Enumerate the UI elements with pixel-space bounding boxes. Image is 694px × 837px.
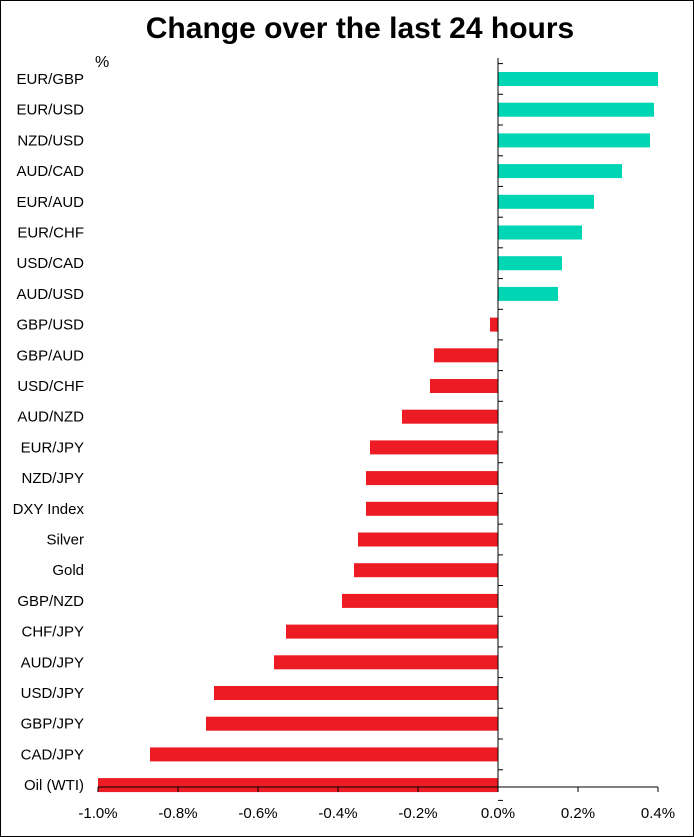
category-label: AUD/JPY xyxy=(21,654,84,671)
bar-eur-aud xyxy=(498,194,594,209)
axes-group: -1.0% -0.8% -0.6% -0.4% -0.2% 0.0% 0.2% 0.4% xyxy=(78,58,675,822)
category-label: NZD/JPY xyxy=(21,470,84,487)
category-label: Oil (WTI) xyxy=(24,777,84,794)
category-label: GBP/NZD xyxy=(17,593,84,610)
bar-eur-chf xyxy=(498,225,582,240)
bar-usd-chf xyxy=(430,379,498,393)
bar-cad-jpy xyxy=(150,747,498,762)
bar-usd-cad xyxy=(498,256,562,271)
bar-eur-usd xyxy=(498,102,654,117)
bar-silver xyxy=(358,532,498,547)
bar-dxy-index xyxy=(366,501,498,516)
bar-gbp-jpy xyxy=(206,716,498,731)
bar-oil-wti xyxy=(98,778,498,793)
category-label: CAD/JPY xyxy=(21,746,84,763)
category-label: USD/CHF xyxy=(17,378,84,395)
x-tick-label: 0.0% xyxy=(481,805,515,822)
x-tick-label: -0.4% xyxy=(318,805,357,822)
bar-usd-jpy xyxy=(214,686,498,700)
category-label: USD/CAD xyxy=(16,255,84,272)
x-tick-label: 0.2% xyxy=(561,805,595,822)
category-labels: EUR/GBP EUR/USD NZD/USD AUD/CAD EUR/AUD EUR/C… xyxy=(13,71,85,794)
category-label: GBP/JPY xyxy=(21,716,84,733)
category-label: NZD/USD xyxy=(17,132,84,149)
bar-eur-gbp xyxy=(498,72,658,86)
bar-gbp-nzd xyxy=(342,593,498,608)
category-label: EUR/GBP xyxy=(16,71,84,88)
category-label: EUR/CHF xyxy=(17,225,84,242)
chart-title: Change over the last 24 hours xyxy=(146,12,574,45)
category-label: AUD/USD xyxy=(16,286,84,303)
bar-aud-cad xyxy=(498,164,622,179)
x-tick-label: -0.2% xyxy=(398,805,437,822)
category-label: EUR/USD xyxy=(16,102,84,119)
bar-gold xyxy=(354,563,498,578)
bar-gbp-aud xyxy=(434,348,498,363)
bar-chf-jpy xyxy=(286,624,498,639)
bar-nzd-jpy xyxy=(366,471,498,486)
x-tick-label: -0.8% xyxy=(158,805,197,822)
unit-label: % xyxy=(95,54,109,71)
bar-aud-usd xyxy=(498,286,558,301)
x-tick-label: -1.0% xyxy=(78,805,117,822)
bar-nzd-usd xyxy=(498,133,650,148)
category-label: USD/JPY xyxy=(21,685,84,702)
category-label: AUD/CAD xyxy=(16,163,84,180)
x-tick-label: -0.6% xyxy=(238,805,277,822)
category-label: EUR/JPY xyxy=(21,439,84,456)
bar-aud-nzd xyxy=(402,409,498,424)
bar-eur-jpy xyxy=(370,440,498,455)
category-label: Silver xyxy=(46,532,84,549)
category-label: EUR/AUD xyxy=(16,194,84,211)
x-tick-label: 0.4% xyxy=(641,805,675,822)
category-label: AUD/NZD xyxy=(17,409,84,426)
category-label: DXY Index xyxy=(13,501,85,518)
bar-gbp-usd xyxy=(490,317,498,332)
category-label: CHF/JPY xyxy=(21,624,84,641)
category-label: GBP/AUD xyxy=(16,347,84,364)
category-label: GBP/USD xyxy=(16,317,84,334)
bar-aud-jpy xyxy=(274,655,498,670)
category-label: Gold xyxy=(52,562,84,579)
bars-group xyxy=(98,72,658,793)
